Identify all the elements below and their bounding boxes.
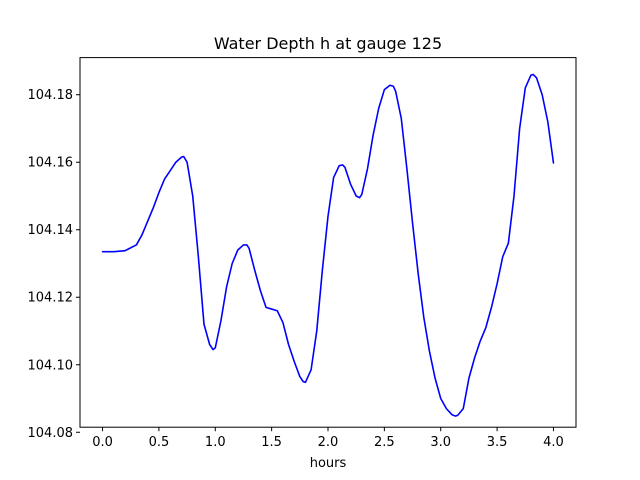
x-tick-label: 2.0 — [318, 435, 339, 450]
x-tick-label: 0.0 — [92, 435, 113, 450]
y-tick-label: 104.12 — [28, 291, 74, 306]
series-layer — [101, 73, 555, 417]
plot-area — [80, 57, 576, 428]
y-axis-ticks: 104.08 104.10 104.12 104.14 104.16 104.18 — [28, 88, 80, 441]
x-tick-label: 1.5 — [261, 435, 282, 450]
y-tick-label: 104.10 — [28, 358, 74, 373]
x-tick-label: 1.0 — [205, 435, 226, 450]
chart-title: Water Depth h at gauge 125 — [214, 34, 442, 53]
x-tick-label: 3.0 — [430, 435, 451, 450]
y-tick-label: 104.18 — [28, 88, 74, 103]
x-axis-label: hours — [310, 456, 347, 471]
x-tick-label: 2.5 — [374, 435, 395, 450]
x-tick-label: 3.5 — [487, 435, 508, 450]
series-line-0 — [101, 73, 555, 417]
y-tick-label: 104.16 — [28, 156, 74, 171]
x-axis-ticks: 0.0 0.5 1.0 1.5 2.0 2.5 3.0 3.5 4.0 — [92, 427, 564, 450]
x-tick-label: 4.0 — [543, 435, 564, 450]
y-tick-label: 104.14 — [28, 223, 74, 238]
y-tick-label: 104.08 — [28, 426, 74, 441]
x-tick-label: 0.5 — [149, 435, 170, 450]
